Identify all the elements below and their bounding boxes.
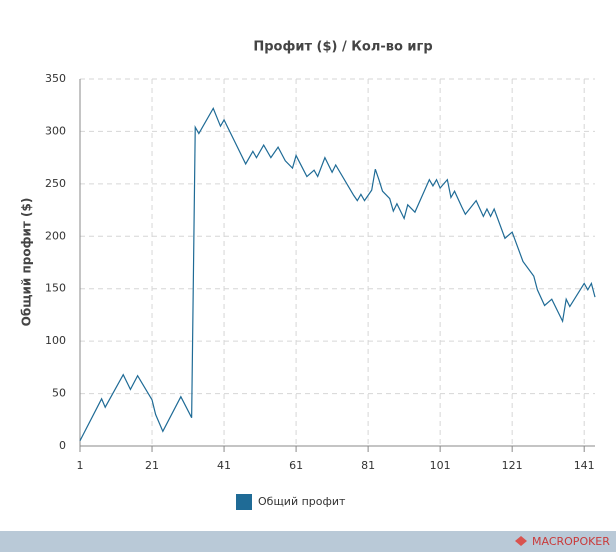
- y-tick-label: 150: [45, 282, 66, 295]
- brand-icon: [515, 536, 527, 546]
- y-tick-label: 300: [45, 124, 66, 137]
- y-axis-label: Общий профит ($): [20, 198, 34, 327]
- legend-swatch: [236, 494, 252, 510]
- x-tick-label: 21: [145, 459, 159, 472]
- y-tick-label: 350: [45, 72, 66, 85]
- y-tick-label: 0: [59, 439, 66, 452]
- x-tick-label: 41: [217, 459, 231, 472]
- y-tick-label: 50: [52, 387, 66, 400]
- footer-bar: [0, 531, 616, 552]
- x-tick-label: 81: [361, 459, 375, 472]
- footer-brand: MACROPOKER: [532, 535, 610, 548]
- legend-label: Общий профит: [258, 495, 346, 508]
- x-tick-label: 61: [289, 459, 303, 472]
- y-tick-label: 200: [45, 229, 66, 242]
- chart-title: Профит ($) / Кол-во игр: [253, 40, 432, 55]
- x-tick-label: 141: [574, 459, 595, 472]
- x-tick-label: 1: [77, 459, 84, 472]
- x-tick-label: 101: [430, 459, 451, 472]
- y-tick-label: 250: [45, 177, 66, 190]
- y-tick-label: 100: [45, 334, 66, 347]
- x-tick-label: 121: [502, 459, 523, 472]
- line: [79, 106, 596, 442]
